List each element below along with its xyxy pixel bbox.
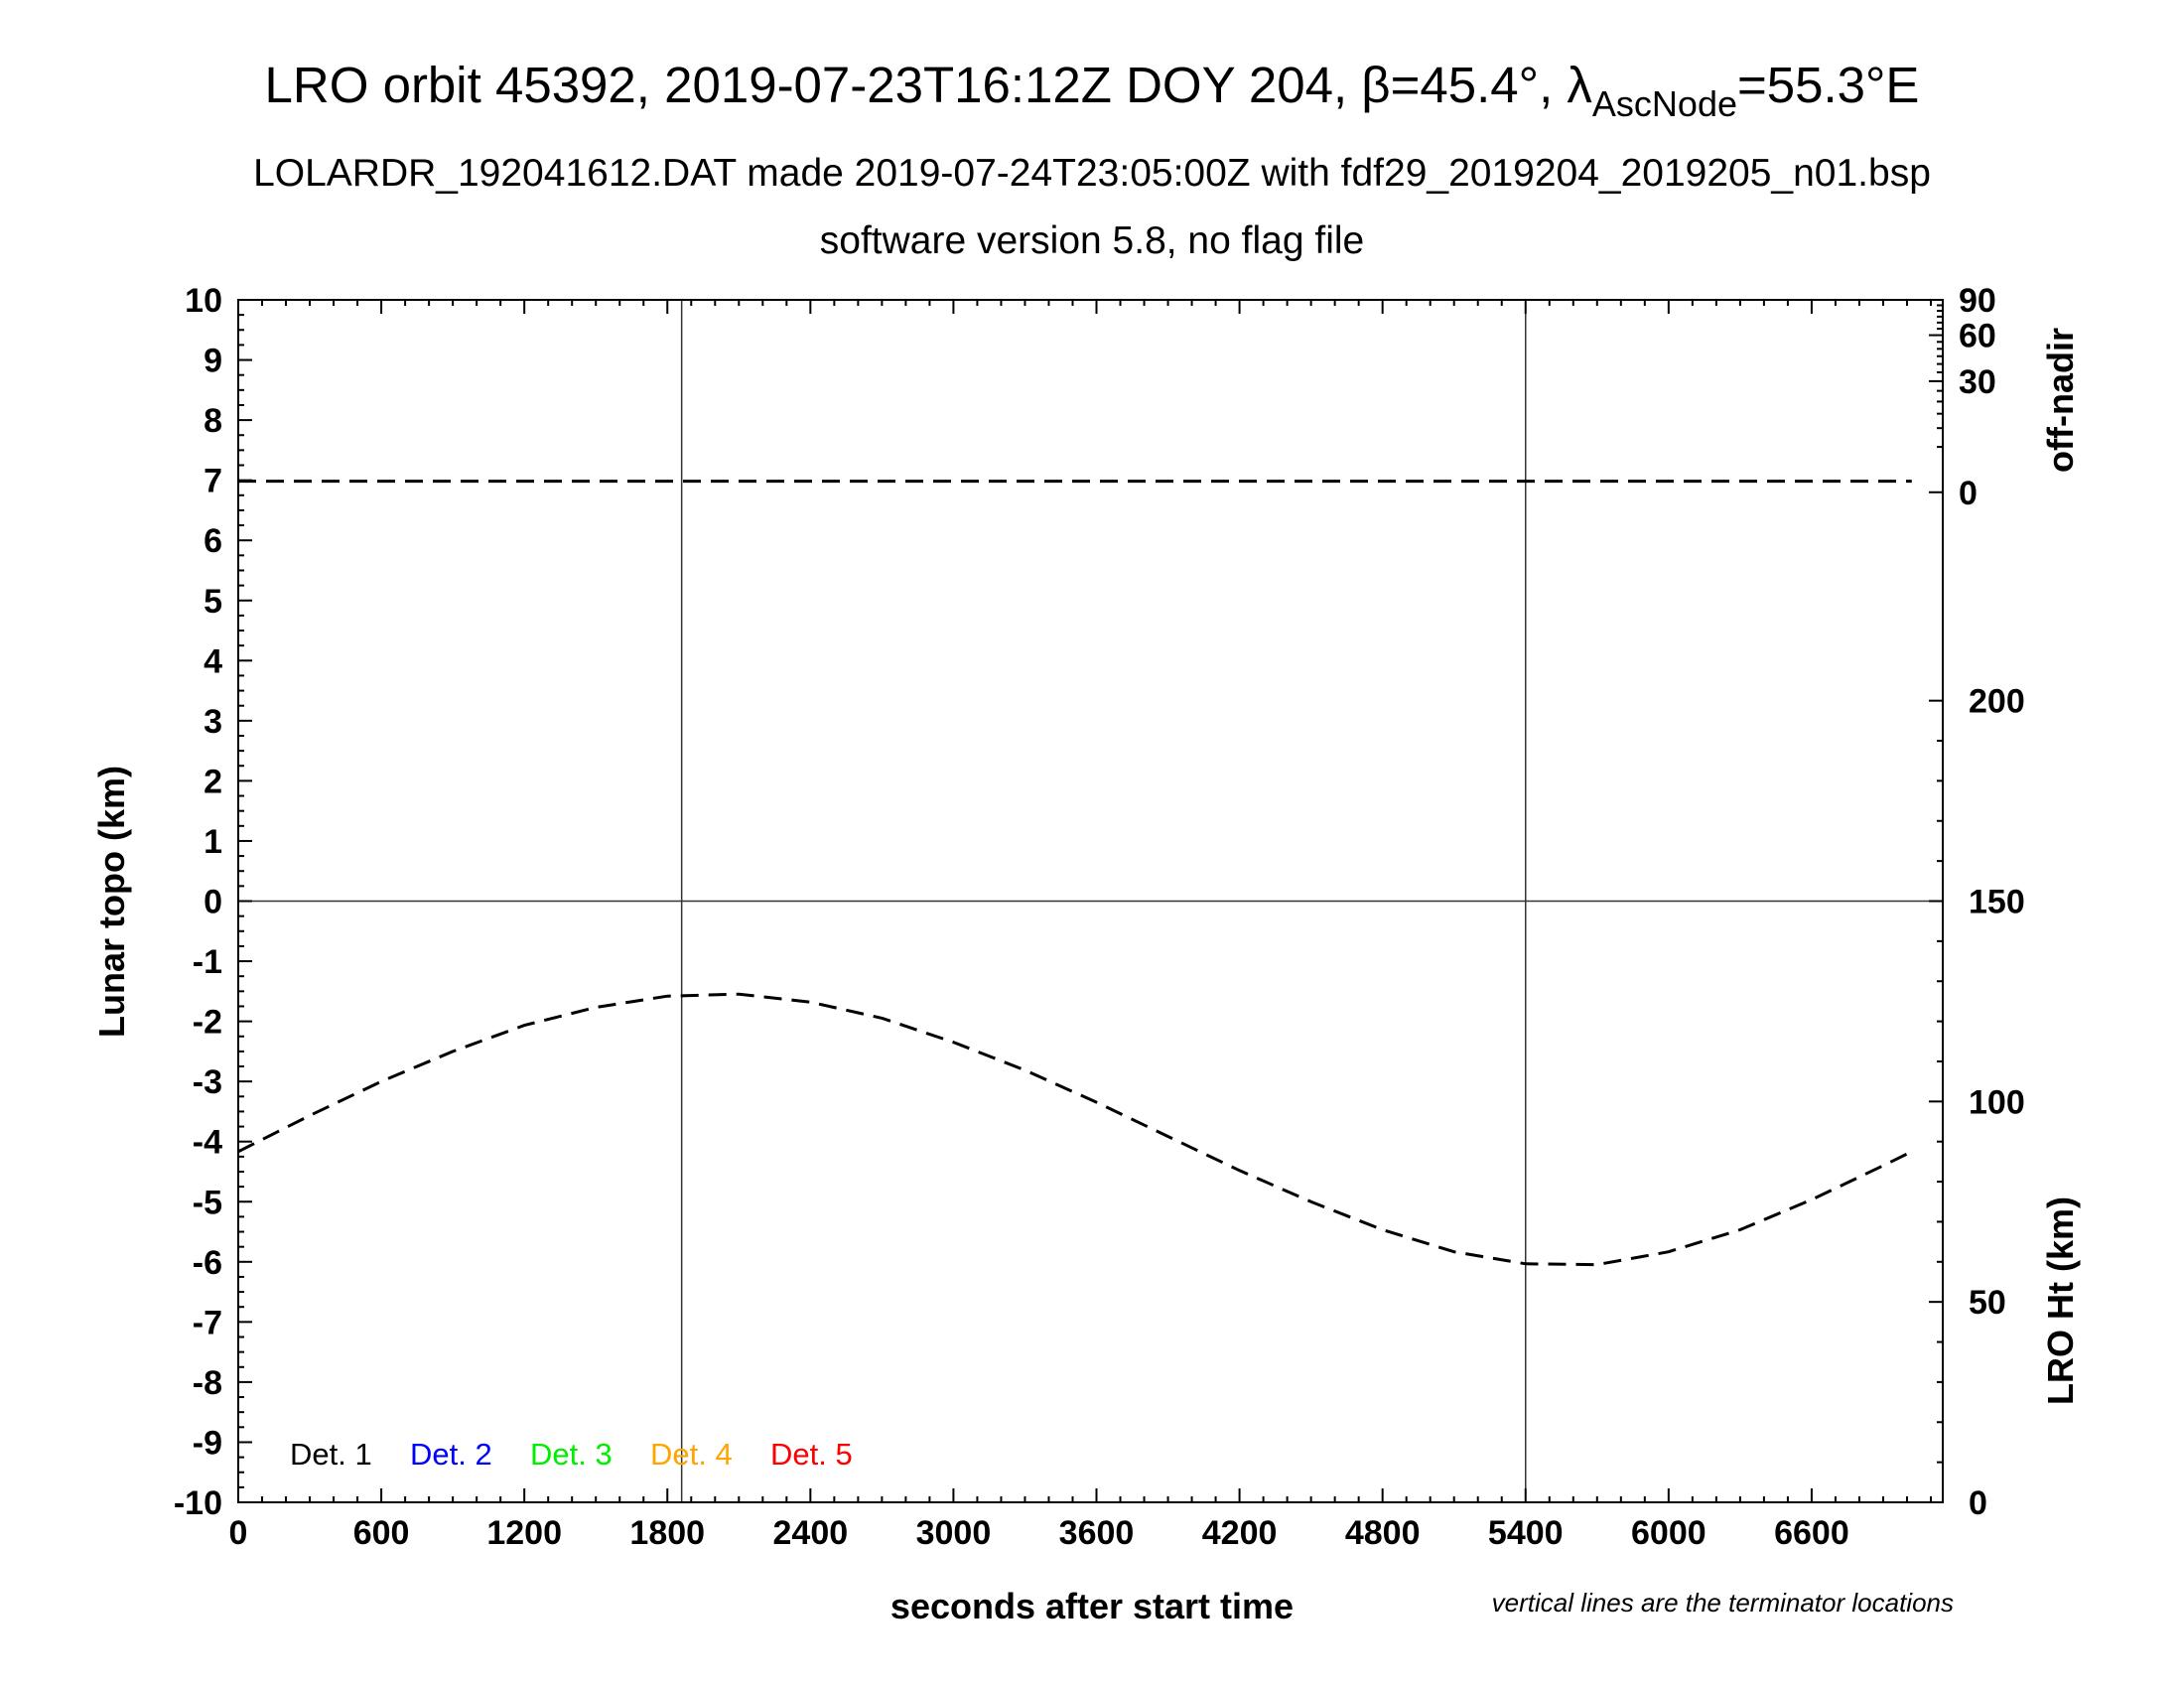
- y-tick-label: -10: [174, 1484, 222, 1522]
- y-tick-label: -6: [193, 1244, 222, 1282]
- chart-title-main: LRO orbit 45392, 2019-07-23T16:12Z DOY 2…: [265, 57, 1593, 113]
- y-tick-label: -1: [193, 943, 222, 981]
- legend-entry: Det. 1: [290, 1437, 372, 1472]
- x-tick-label: 0: [229, 1514, 248, 1552]
- chart-subtitle-file: LOLARDR_192041612.DAT made 2019-07-24T23…: [253, 152, 1931, 195]
- legend: Det. 1 Det. 2 Det. 3 Det. 4 Det. 5: [290, 1437, 853, 1472]
- y-tick-label: -2: [193, 1004, 222, 1042]
- chart-title-subscript: AscNode: [1592, 83, 1737, 124]
- chart-subtitle-software: software version 5.8, no flag file: [820, 219, 1364, 262]
- height-tick-label: 150: [1969, 884, 2025, 921]
- y-tick-label: -7: [193, 1304, 222, 1341]
- y-tick-label: -3: [193, 1063, 222, 1101]
- y-axis-label: Lunar topo (km): [91, 766, 132, 1038]
- height-tick-label: 50: [1969, 1284, 2006, 1322]
- lro-height-series-line: [237, 992, 1913, 1267]
- chart-title-end: =55.3°E: [1737, 57, 1919, 113]
- x-tick-label: 6600: [1774, 1514, 1849, 1552]
- height-tick-label: 200: [1969, 683, 2025, 721]
- y-tick-label: 8: [204, 402, 222, 440]
- y-tick-label: 9: [204, 343, 222, 380]
- lro-height-axis-label: LRO Ht (km): [2040, 1196, 2081, 1405]
- x-tick-label: 600: [353, 1514, 410, 1552]
- y-tick-label: -4: [193, 1124, 222, 1162]
- off-nadir-tick-label: 30: [1959, 363, 1996, 401]
- x-axis-label: seconds after start time: [890, 1586, 1294, 1626]
- x-tick-label: 1800: [629, 1514, 705, 1552]
- height-tick-label: 100: [1969, 1083, 2025, 1121]
- x-tick-label: 3000: [916, 1514, 992, 1552]
- legend-entry: Det. 4: [650, 1437, 733, 1472]
- legend-entry: Det. 5: [770, 1437, 853, 1472]
- y-tick-label: -5: [193, 1184, 222, 1221]
- off-nadir-tick-label: 0: [1959, 475, 1978, 512]
- chart-title: LRO orbit 45392, 2019-07-23T16:12Z DOY 2…: [265, 57, 1920, 124]
- y-tick-label: 0: [204, 884, 222, 921]
- y-tick-label: 2: [204, 763, 222, 800]
- off-nadir-axis-label: off-nadir: [2040, 328, 2081, 473]
- x-tick-label: 4200: [1202, 1514, 1278, 1552]
- x-tick-label: 4800: [1345, 1514, 1421, 1552]
- x-tick-label: 6000: [1631, 1514, 1706, 1552]
- y-tick-label: 5: [204, 583, 222, 621]
- y-tick-label: 4: [204, 642, 222, 680]
- terminator-note: vertical lines are the terminator locati…: [1492, 1588, 1954, 1618]
- y-tick-label: 6: [204, 522, 222, 560]
- y-tick-label: 7: [204, 463, 222, 500]
- y-tick-label: 3: [204, 703, 222, 741]
- legend-entry: Det. 2: [410, 1437, 492, 1472]
- y-tick-label: 1: [204, 823, 222, 861]
- y-tick-label: -9: [193, 1424, 222, 1462]
- off-nadir-tick-label: 90: [1959, 282, 1996, 320]
- x-tick-label: 1200: [486, 1514, 562, 1552]
- grid-lines: [238, 300, 1943, 1502]
- legend-entry: Det. 3: [530, 1437, 613, 1472]
- x-tick-label: 3600: [1059, 1514, 1135, 1552]
- x-axis: 0 600 1200 1800 2400 3000 3600 4200 4800 5400 6000…: [229, 300, 1932, 1552]
- x-tick-label: 5400: [1488, 1514, 1564, 1552]
- series-group: [237, 480, 1913, 1267]
- height-tick-label: 0: [1969, 1484, 1987, 1522]
- x-tick-label: 2400: [773, 1514, 849, 1552]
- y-tick-label: 10: [185, 282, 222, 320]
- y-tick-label: -8: [193, 1364, 222, 1402]
- off-nadir-tick-label: 60: [1959, 318, 1996, 355]
